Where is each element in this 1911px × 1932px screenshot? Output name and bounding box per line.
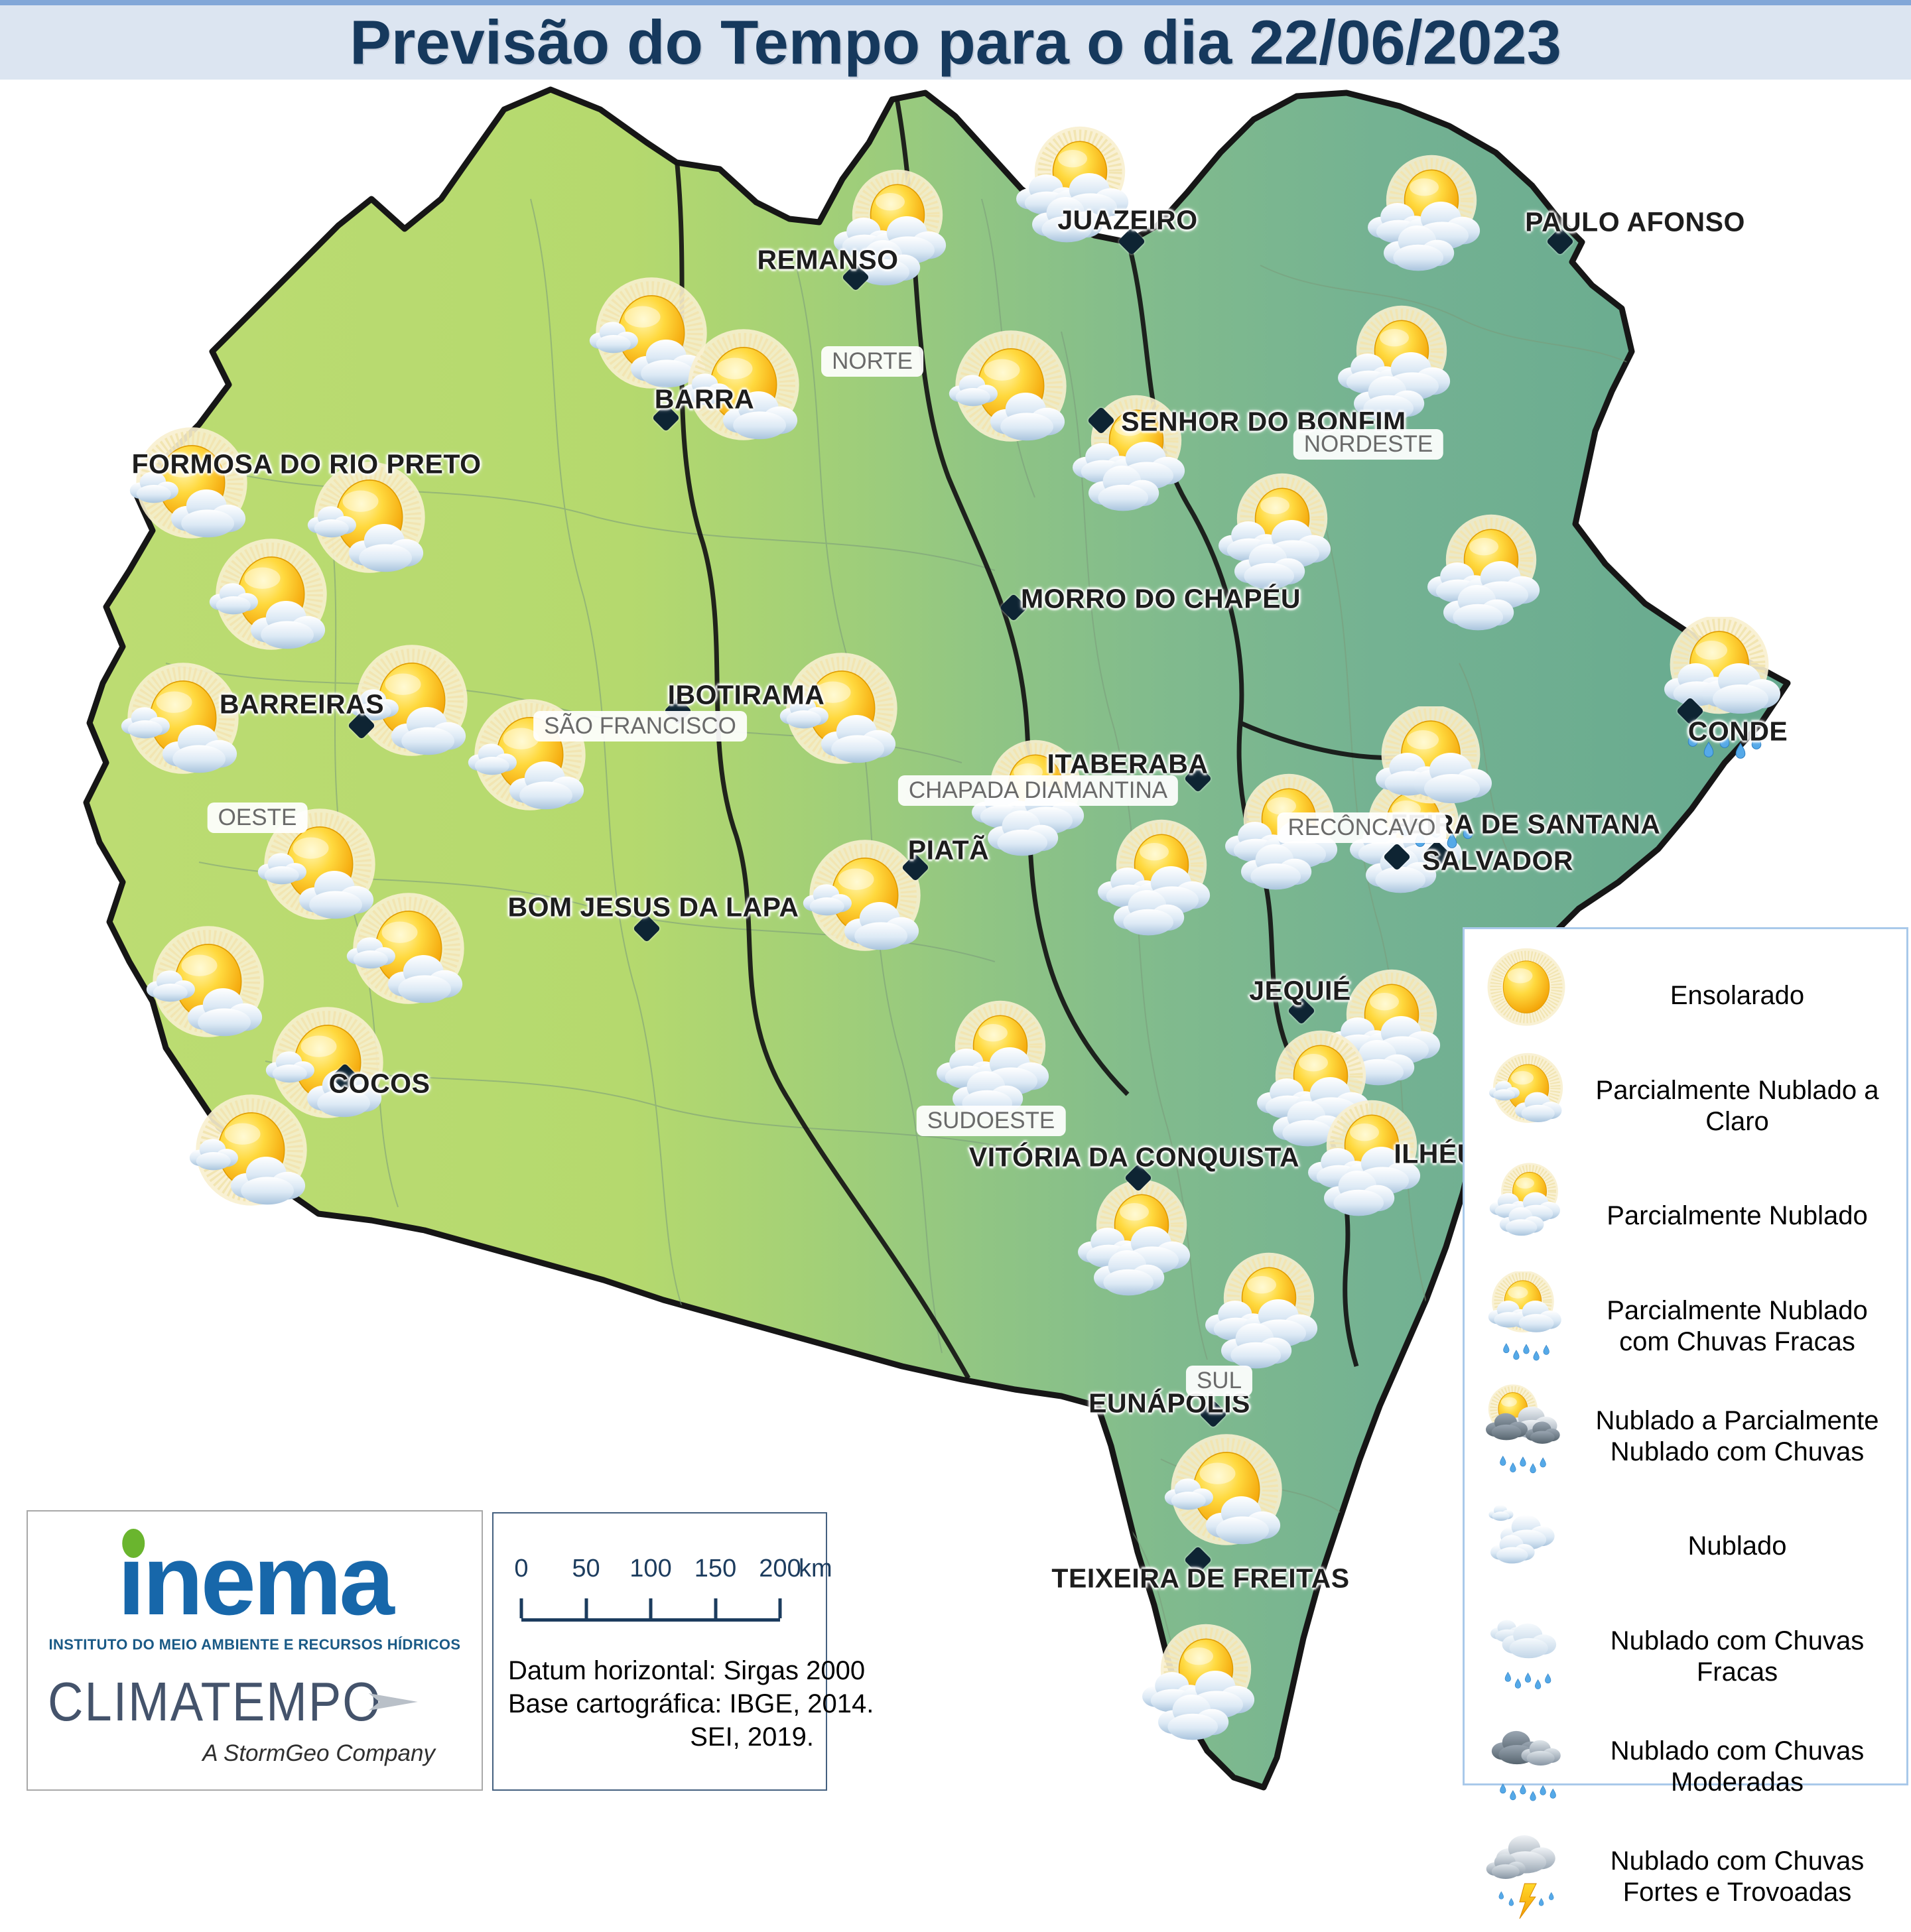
region-label-sul: SUL (1185, 1366, 1253, 1396)
legend-icon-pn (1474, 1161, 1579, 1271)
scalebar (519, 1598, 782, 1622)
legend-icon-ncm (1474, 1712, 1579, 1822)
datum-line-1: Datum horizontal: Sirgas 2000 (508, 1656, 866, 1685)
city-label-salvador: SALVADOR (1422, 845, 1573, 876)
scale-tick-mark (519, 1598, 523, 1618)
inema-logo: inema (117, 1529, 395, 1630)
datum-info: Datum horizontal: Sirgas 2000 Base carto… (508, 1654, 874, 1754)
region-label-oeste: OESTE (207, 803, 308, 833)
scale-tick-mark (714, 1598, 717, 1618)
page-title: Previsão do Tempo para o dia 22/06/2023 (350, 7, 1561, 77)
scale-tick-label-150: 150 (694, 1555, 737, 1582)
legend-icon-nub (1474, 1492, 1579, 1602)
region-label-reconcavo: RECÔNCAVO (1277, 812, 1447, 843)
legend-label: Parcialmente Nublado com Chuvas Fracas (1607, 1295, 1868, 1356)
city-marker-feira-de-santana (1382, 842, 1412, 871)
region-label-nordeste: NORDESTE (1293, 429, 1444, 460)
scale-tick-mark (649, 1598, 653, 1618)
legend-label: Nublado a Parcialmente Nublado com Chuva… (1595, 1405, 1879, 1466)
scale-tick-label-0: 0 (514, 1555, 529, 1582)
scale-unit: km (799, 1555, 832, 1582)
legend-item-parcialmente-nublado-com-chuvas-fracas: Parcialmente Nublado com Chuvas Fracas (1474, 1271, 1900, 1382)
inema-green-dot-icon (122, 1529, 145, 1558)
city-label-morro-do-chapeu: MORRO DO CHAPÉU (1020, 583, 1301, 614)
scalebar-box: 0 50 100 150 200 km Datum horizontal: Sirgas … (492, 1512, 874, 1791)
legend-item-parcialmente-nublado-a-claro: Parcialmente Nublado a Claro (1474, 1051, 1900, 1161)
city-label-paulo-afonso: PAULO AFONSO (1525, 206, 1745, 237)
logo-box: inema INSTITUTO DO MEIO AMBIENTE E RECUR… (27, 1510, 483, 1791)
region-label-norte: NORTE (821, 346, 923, 377)
datum-line-2: Base cartográfica: IBGE, 2014. (508, 1689, 874, 1718)
city-label-vitoria-da-conquista: VITÓRIA DA CONQUISTA (968, 1141, 1300, 1173)
scale-tick-label-50: 50 (572, 1555, 600, 1582)
legend-item-nublado-com-chuvas-fracas: Nublado com Chuvas Fracas (1474, 1602, 1900, 1712)
legend-label: Nublado (1687, 1531, 1787, 1561)
city-label-bom-jesus-da-lapa: BOM JESUS DA LAPA (507, 891, 799, 923)
climatempo-logo-text: CLIMATEMPO (48, 1670, 382, 1732)
scale-tick-mark (778, 1598, 782, 1618)
city-label-jequie: JEQUIÉ (1249, 975, 1351, 1006)
legend-label: Parcialmente Nublado a Claro (1595, 1075, 1879, 1136)
city-label-conde: CONDE (1687, 716, 1788, 747)
legend-item-nublado-com-chuvas-moderadas: Nublado com Chuvas Moderadas (1474, 1712, 1900, 1822)
city-label-remanso: REMANSO (757, 244, 899, 275)
legend-icon-pncf (1474, 1271, 1579, 1382)
legend-box: Ensolarado Parcialmente Nublado a Claro Pa… (1463, 927, 1908, 1919)
legend-icon-ncf (1474, 1602, 1579, 1712)
city-label-barreiras: BARREIRAS (219, 688, 385, 720)
city-label-ibotirama: IBOTIRAMA (667, 679, 825, 710)
region-label-sao-francisco: SÃO FRANCISCO (533, 711, 747, 741)
inema-logo-text: inema (117, 1524, 395, 1636)
city-marker-senhor-do-bonfim (1087, 406, 1116, 435)
stormgeo-tagline: A StormGeo Company (202, 1740, 435, 1766)
region-label-sudoeste: SUDOESTE (916, 1106, 1066, 1136)
legend-icon-pnc (1474, 1051, 1579, 1161)
scale-tick-mark (584, 1598, 588, 1618)
region-label-chapada-diamantina: CHAPADA DIAMANTINA (897, 775, 1179, 806)
scalebar-labels: 0 50 100 150 200 km (494, 1555, 832, 1584)
inema-subtitle: INSTITUTO DO MEIO AMBIENTE E RECURSOS HÍ… (48, 1636, 461, 1653)
legend-label: Nublado com Chuvas Fracas (1610, 1626, 1865, 1687)
legend-item-nublado: Nublado (1474, 1492, 1900, 1602)
legend-icon-sun (1474, 941, 1579, 1051)
scale-tick-label-100: 100 (629, 1555, 672, 1582)
city-label-teixeira-de-freitas: TEIXEIRA DE FREITAS (1051, 1563, 1350, 1594)
legend-icon-ncft (1474, 1822, 1579, 1932)
legend-label: Nublado com Chuvas Moderadas (1610, 1736, 1865, 1797)
datum-line-3: SEI, 2019. (690, 1722, 814, 1752)
city-label-formosa-do-rio-preto: FORMOSA DO RIO PRETO (131, 448, 482, 480)
legend-item-nublado-a-parcialmente-nublado-com-chuvas: Nublado a Parcialmente Nublado com Chuva… (1474, 1382, 1900, 1492)
city-label-cocos: COCOS (328, 1068, 430, 1099)
legend-item-nublado-com-chuvas-fortes-e-trovoadas: Nublado com Chuvas Fortes e Trovoadas (1474, 1822, 1900, 1932)
city-label-piata: PIATÃ (907, 834, 990, 866)
climatempo-logo: CLIMATEMPO (48, 1674, 464, 1729)
city-label-juazeiro: JUAZEIRO (1057, 204, 1198, 235)
legend-item-parcialmente-nublado: Parcialmente Nublado (1474, 1161, 1900, 1271)
title-bar: Previsão do Tempo para o dia 22/06/2023 (0, 0, 1911, 80)
city-label-barra: BARRA (654, 383, 755, 415)
legend-label: Parcialmente Nublado (1607, 1201, 1868, 1231)
legend-label: Ensolarado (1670, 981, 1805, 1011)
scale-tick-label-200: 200 (759, 1555, 801, 1582)
legend-label: Nublado com Chuvas Fortes e Trovoadas (1610, 1846, 1865, 1907)
legend-icon-npnc (1474, 1382, 1579, 1492)
legend-item-ensolarado: Ensolarado (1474, 941, 1900, 1051)
